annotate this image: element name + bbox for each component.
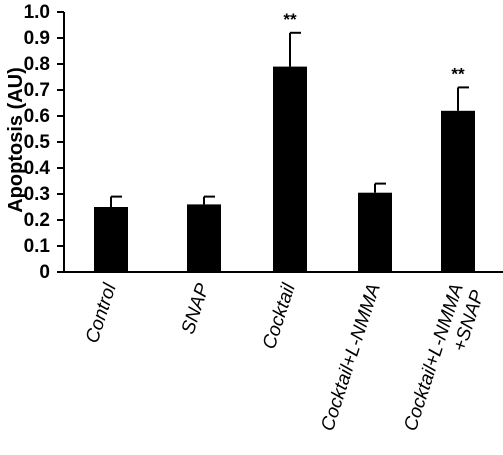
- y-tick-label: 0.3: [24, 184, 50, 205]
- y-axis-title: Apoptosis (AU): [5, 67, 27, 213]
- y-axis-ticks: 0 0.1 0.2 0.3 0.4 0.5 0.6 0.7 0.8 0.9 1.0: [24, 2, 64, 283]
- bar: [273, 66, 307, 272]
- significance-marker: **: [283, 10, 297, 29]
- bar: [187, 204, 221, 272]
- y-tick-label: 0.5: [24, 132, 51, 153]
- bar: [358, 192, 392, 272]
- x-category-label: Control: [82, 280, 121, 345]
- y-tick-label: 0.9: [24, 28, 50, 49]
- bars-group: ** **: [94, 10, 475, 272]
- y-tick-label: 0.7: [24, 80, 50, 101]
- x-category-label: SNAP: [178, 281, 214, 337]
- y-tick-label: 0.2: [24, 210, 50, 231]
- x-category-label: Cocktail: [259, 280, 300, 351]
- x-category-label-line: Cocktail: [259, 280, 300, 351]
- y-tick-label: 0: [39, 262, 50, 283]
- x-category-label: Cocktail+L-NMMA: [317, 281, 384, 434]
- x-category-label: Cocktail+L-NMMA+SNAP: [400, 281, 488, 441]
- x-category-label-line: SNAP: [178, 281, 214, 337]
- y-tick-label: 0.6: [24, 106, 50, 127]
- bar: [94, 207, 128, 272]
- significance-marker: **: [451, 64, 465, 83]
- y-tick-label: 0.8: [24, 54, 50, 75]
- y-tick-label: 0.1: [24, 236, 51, 257]
- y-tick-label: 0.4: [24, 158, 51, 179]
- x-category-label-line: Cocktail+L-NMMA: [317, 281, 384, 434]
- x-axis-labels: Control SNAP Cocktail Cocktail+L-NMMA Cockta…: [82, 280, 489, 441]
- bar: [441, 110, 475, 272]
- x-category-label-line: Cocktail+L-NMMA: [400, 281, 467, 434]
- y-tick-label: 1.0: [24, 2, 50, 23]
- x-category-label-line: Control: [82, 280, 121, 345]
